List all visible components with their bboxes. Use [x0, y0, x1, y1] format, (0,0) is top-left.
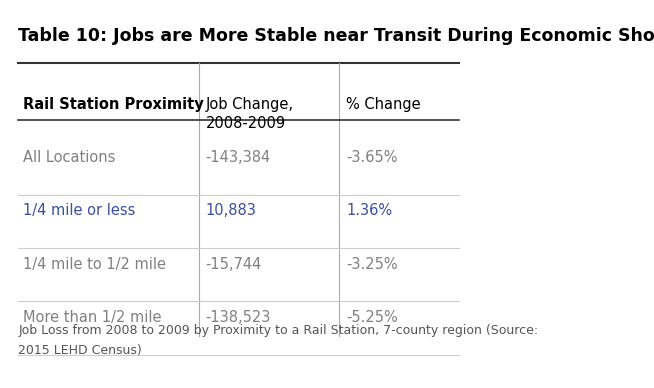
Text: All Locations: All Locations [23, 150, 115, 165]
Text: -138,523: -138,523 [205, 310, 271, 325]
Text: Job Loss from 2008 to 2009 by Proximity to a Rail Station, 7-county region (Sour: Job Loss from 2008 to 2009 by Proximity … [18, 324, 538, 357]
Text: 10,883: 10,883 [205, 203, 256, 218]
Text: Table 10: Jobs are More Stable near Transit During Economic Shocks: Table 10: Jobs are More Stable near Tran… [18, 27, 654, 45]
Text: -3.25%: -3.25% [346, 256, 398, 272]
Text: -3.65%: -3.65% [346, 150, 398, 165]
Text: More than 1/2 mile: More than 1/2 mile [23, 310, 162, 325]
Text: 1.36%: 1.36% [346, 203, 392, 218]
Text: -143,384: -143,384 [205, 150, 271, 165]
Text: 1/4 mile or less: 1/4 mile or less [23, 203, 135, 218]
Text: -15,744: -15,744 [205, 256, 262, 272]
Text: Rail Station Proximity: Rail Station Proximity [23, 97, 203, 112]
Text: -5.25%: -5.25% [346, 310, 398, 325]
Text: % Change: % Change [346, 97, 421, 112]
Text: Job Change,
2008-2009: Job Change, 2008-2009 [205, 97, 294, 131]
Text: 1/4 mile to 1/2 mile: 1/4 mile to 1/2 mile [23, 256, 166, 272]
